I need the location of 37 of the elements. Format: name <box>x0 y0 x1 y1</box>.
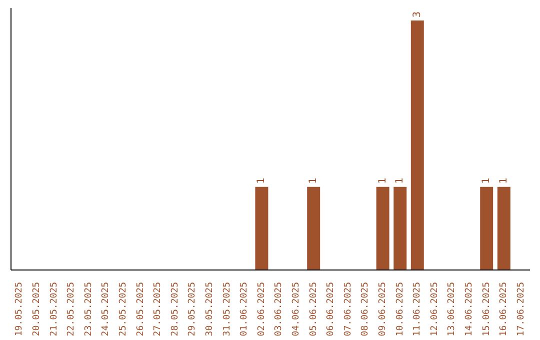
x-tick-label: 28.05.2025 <box>170 282 180 336</box>
x-tick-label: 01.06.2025 <box>240 282 250 336</box>
x-tick-label: 20.05.2025 <box>32 282 42 336</box>
data-label: 3 <box>412 11 423 18</box>
data-label: 1 <box>394 178 406 184</box>
x-tick-label: 11.06.2025 <box>412 282 423 336</box>
x-tick-label: 02.06.2025 <box>256 282 267 336</box>
x-tick-label: 21.05.2025 <box>49 282 60 336</box>
x-tick-label: 24.05.2025 <box>101 282 112 336</box>
x-tick-label: 22.05.2025 <box>66 282 77 336</box>
data-label: 1 <box>377 178 388 184</box>
x-tick-label: 15.06.2025 <box>482 282 492 336</box>
x-tick-label: 26.05.2025 <box>136 282 146 336</box>
x-tick-label: 29.05.2025 <box>188 282 198 336</box>
x-tick-label: 07.06.2025 <box>343 282 354 336</box>
x-tick-label: 08.06.2025 <box>360 282 371 336</box>
x-tick-label: 31.05.2025 <box>222 282 232 336</box>
x-tick-label: 12.06.2025 <box>430 282 440 336</box>
x-tick-label: 30.05.2025 <box>204 282 215 336</box>
x-tick-label: 14.06.2025 <box>464 282 474 336</box>
data-label: 1 <box>308 178 320 184</box>
x-tick-label: 27.05.2025 <box>153 282 164 336</box>
x-tick-label: 09.06.2025 <box>378 282 388 336</box>
x-tick-label: 06.06.2025 <box>326 282 336 336</box>
x-tick-label: 04.06.2025 <box>291 282 302 336</box>
x-tick-label: 13.06.2025 <box>447 282 458 336</box>
x-tick-label: 03.06.2025 <box>274 282 284 336</box>
x-tick-label: 23.05.2025 <box>84 282 94 336</box>
x-tick-label: 05.06.2025 <box>308 282 319 336</box>
x-tick-label: 25.05.2025 <box>118 282 128 336</box>
data-label: 1 <box>481 178 492 184</box>
x-tick-label: 10.06.2025 <box>395 282 406 336</box>
data-label: 1 <box>498 178 510 184</box>
data-label: 1 <box>256 178 268 184</box>
x-tick-label: 17.06.2025 <box>516 282 526 336</box>
x-tick-label: 16.06.2025 <box>499 282 510 336</box>
x-tick-label: 19.05.2025 <box>14 282 25 336</box>
